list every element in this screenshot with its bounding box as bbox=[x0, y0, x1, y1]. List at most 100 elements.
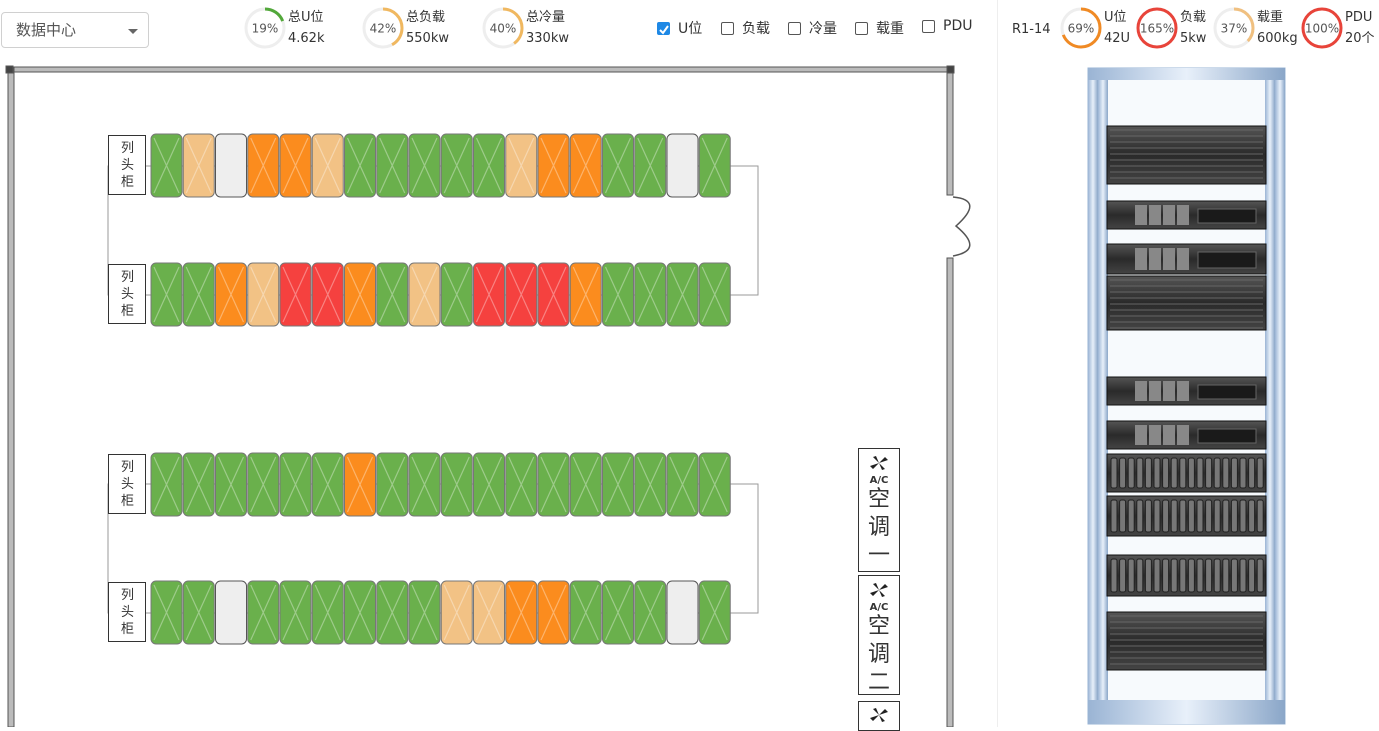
server bbox=[1106, 495, 1267, 537]
divider bbox=[997, 0, 998, 727]
cabinet-cross bbox=[669, 456, 696, 513]
cabinet-cross bbox=[411, 137, 438, 194]
cabinet-body bbox=[182, 580, 215, 645]
filter-checkbox[interactable]: 负载 bbox=[721, 18, 770, 38]
drive bbox=[1205, 499, 1213, 533]
cabinet-body bbox=[311, 262, 344, 327]
cabinet-cross bbox=[604, 137, 632, 194]
drive bbox=[1170, 558, 1178, 593]
cabinet-cross bbox=[346, 266, 374, 323]
drive bbox=[1127, 457, 1135, 489]
cabinet-body bbox=[505, 133, 538, 198]
cabinet-cross bbox=[346, 584, 374, 641]
drive bbox=[1162, 499, 1170, 533]
cabinet bbox=[182, 452, 215, 517]
cabinet bbox=[569, 452, 602, 517]
filter-label: PDU bbox=[943, 18, 973, 34]
drive bbox=[1205, 558, 1213, 593]
walls bbox=[5, 65, 971, 727]
cabinet-cross bbox=[443, 456, 470, 513]
cabinet-cross bbox=[379, 584, 406, 641]
server bbox=[1106, 243, 1267, 275]
cabinet-body bbox=[344, 133, 376, 198]
filter-checkbox[interactable]: PDU bbox=[922, 18, 972, 34]
cabinet-body bbox=[247, 133, 280, 198]
drive bbox=[1162, 457, 1170, 489]
drive bbox=[1256, 499, 1264, 533]
cabinet-cross bbox=[701, 137, 728, 194]
drive bbox=[1136, 499, 1144, 533]
gauge-percent: 42% bbox=[370, 22, 397, 36]
gauge: 19% 总U位 4.62k bbox=[243, 6, 324, 50]
cabinet bbox=[440, 580, 473, 645]
cabinet-body bbox=[182, 133, 215, 198]
drive bbox=[1153, 499, 1161, 533]
drive bbox=[1222, 499, 1230, 533]
gauge-text: 总冷量 330kw bbox=[526, 7, 569, 49]
drive bbox=[1248, 457, 1256, 489]
cabinet-body bbox=[505, 452, 538, 517]
ac-icon bbox=[859, 582, 899, 602]
filter-checkbox[interactable]: 载重 bbox=[855, 18, 904, 38]
cabinet-cross bbox=[346, 456, 374, 513]
cabinet bbox=[602, 580, 634, 645]
drive bbox=[1153, 558, 1161, 593]
cabinet-body bbox=[311, 133, 344, 198]
server bbox=[1106, 611, 1267, 671]
cabinet-body bbox=[634, 580, 667, 645]
drive bbox=[1187, 499, 1195, 533]
dropdown[interactable]: 数据中心 bbox=[1, 12, 149, 48]
cabinet-cross bbox=[475, 456, 503, 513]
filter-checkbox[interactable]: 冷量 bbox=[788, 18, 837, 38]
cabinet-cross bbox=[346, 137, 374, 194]
cabinet-cross bbox=[475, 266, 503, 323]
cabinet-cross bbox=[314, 584, 341, 641]
drive bbox=[1213, 499, 1221, 533]
drive bbox=[1196, 457, 1204, 489]
cabinet-body bbox=[215, 452, 247, 517]
cabinet-cross bbox=[572, 456, 599, 513]
cabinet-cross bbox=[185, 456, 212, 513]
cabinet bbox=[279, 262, 312, 327]
cabinet-body bbox=[473, 262, 505, 327]
cabinet-cross bbox=[475, 584, 503, 641]
cabinet bbox=[311, 133, 344, 198]
cabinet bbox=[150, 580, 183, 645]
drive bbox=[1248, 558, 1256, 593]
cabinet bbox=[569, 262, 602, 327]
cabinet-cross bbox=[217, 266, 245, 323]
gauge-ring: 69% bbox=[1060, 7, 1102, 49]
drive bbox=[1177, 248, 1189, 270]
gauge-text: 载重 600kg bbox=[1257, 7, 1298, 49]
server bbox=[1106, 554, 1267, 597]
cabinet-body bbox=[376, 452, 409, 517]
server-body bbox=[1106, 275, 1267, 331]
gauge-title: 载重 bbox=[1257, 10, 1284, 25]
cabinet bbox=[279, 580, 312, 645]
cabinet bbox=[505, 580, 538, 645]
cabinet-cross bbox=[669, 266, 696, 323]
drive bbox=[1230, 499, 1238, 533]
gauge-arc bbox=[362, 7, 404, 49]
cabinet-body bbox=[344, 580, 376, 645]
cabinet-body bbox=[505, 580, 538, 645]
gauge-text: 总负载 550kw bbox=[406, 7, 449, 49]
cabinet-body bbox=[666, 452, 699, 517]
cabinet-body bbox=[698, 452, 731, 517]
cabinet bbox=[440, 262, 473, 327]
gauge-ring: 19% bbox=[244, 7, 286, 49]
gauge-amount: 600kg bbox=[1257, 31, 1298, 46]
drive bbox=[1256, 558, 1264, 593]
cabinet bbox=[150, 262, 183, 327]
cabinet bbox=[344, 580, 376, 645]
drive bbox=[1136, 558, 1144, 593]
cabinet-cross bbox=[153, 456, 180, 513]
cabinet-body bbox=[698, 580, 731, 645]
cabinet bbox=[634, 262, 667, 327]
filter-checkbox[interactable]: U位 bbox=[657, 18, 702, 38]
gauge-arc bbox=[482, 7, 524, 49]
cabinet-body bbox=[473, 580, 505, 645]
cabinet bbox=[247, 133, 280, 198]
checkbox bbox=[855, 21, 868, 35]
drive bbox=[1144, 499, 1152, 533]
